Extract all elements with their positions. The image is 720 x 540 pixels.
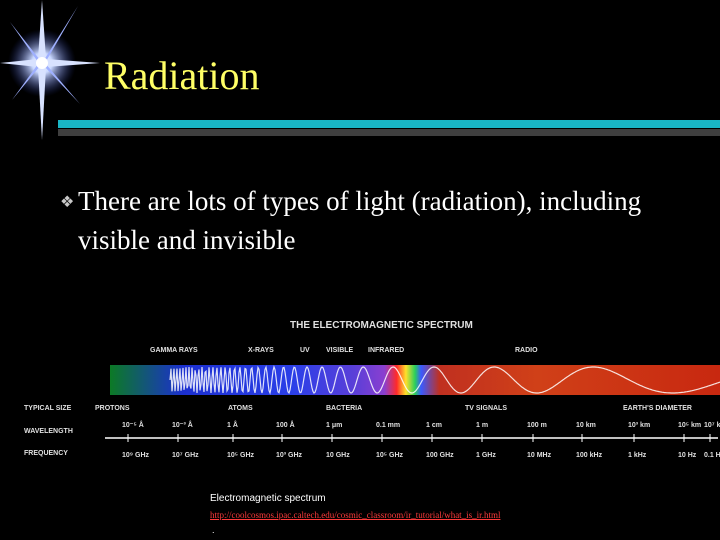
row-label-wavelength: WAVELENGTH [24, 428, 73, 435]
starburst-icon [0, 0, 110, 145]
wave-line [169, 365, 720, 395]
frequency-label: 10⁵ GHz [376, 452, 404, 459]
wavelength-label: 1 Å [227, 420, 238, 429]
frequency-label: 10³ GHz [276, 452, 303, 459]
band-label: GAMMA RAYS [150, 347, 198, 354]
wavelength-label: 10⁻⁵ Å [122, 420, 144, 429]
spectrum-heading: THE ELECTROMAGNETIC SPECTRUM [290, 320, 473, 331]
em-spectrum-figure: THE ELECTROMAGNETIC SPECTRUM GAMMA RAYS … [20, 305, 720, 480]
trailing-mark: . [212, 525, 215, 535]
size-label: ATOMS [228, 405, 253, 412]
size-label: BACTERIA [326, 405, 362, 412]
band-label: X-RAYS [248, 347, 274, 354]
size-label: EARTH'S DIAMETER [623, 405, 692, 412]
frequency-label: 10⁵ GHz [227, 452, 255, 459]
frequency-label: 10 MHz [527, 452, 552, 459]
bullet-text: There are lots of types of light (radiat… [78, 186, 642, 255]
title-rule-shadow [58, 129, 720, 136]
frequency-label: 0.1 Hz [704, 452, 720, 459]
wavelength-label: 1 μm [326, 422, 342, 429]
frequency-label: 1 kHz [628, 452, 647, 459]
frequency-label: 100 GHz [426, 452, 454, 459]
wavelength-label: 10³ km [628, 422, 650, 429]
wavelength-label: 10 km [576, 422, 596, 429]
size-label: PROTONS [95, 405, 130, 412]
frequency-label: 10 GHz [326, 452, 350, 459]
band-label: UV [300, 347, 310, 354]
band-label: INFRARED [368, 347, 404, 354]
frequency-label: 100 kHz [576, 452, 603, 459]
wavelength-label: 1 cm [426, 422, 442, 429]
size-label: TV SIGNALS [465, 405, 507, 412]
frequency-label: 1 GHz [476, 452, 496, 459]
figure-caption: Electromagnetic spectrum [210, 493, 326, 504]
frequency-label: 10⁷ GHz [172, 452, 199, 459]
row-label-size: TYPICAL SIZE [24, 405, 72, 412]
wavelength-label: 1 m [476, 422, 488, 429]
slide-title: Radiation [104, 53, 260, 98]
diamond-bullet-icon: ❖ [60, 194, 75, 211]
band-label: VISIBLE [326, 347, 354, 354]
source-link[interactable]: http://coolcosmos.ipac.caltech.edu/cosmi… [210, 510, 501, 520]
frequency-label: 10 Hz [678, 452, 697, 459]
band-label: RADIO [515, 347, 538, 354]
wavelength-label: 100 Å [276, 420, 295, 429]
wavelength-label: 10⁵ km [678, 422, 701, 429]
wavelength-label: 100 m [527, 422, 547, 429]
wavelength-label: 0.1 mm [376, 422, 400, 429]
row-label-frequency: FREQUENCY [24, 450, 68, 457]
frequency-label: 10⁹ GHz [122, 452, 150, 459]
wavelength-label: 10⁷ km [704, 422, 720, 429]
title-rule-accent [58, 120, 720, 128]
wavelength-label: 10⁻³ Å [172, 420, 193, 429]
